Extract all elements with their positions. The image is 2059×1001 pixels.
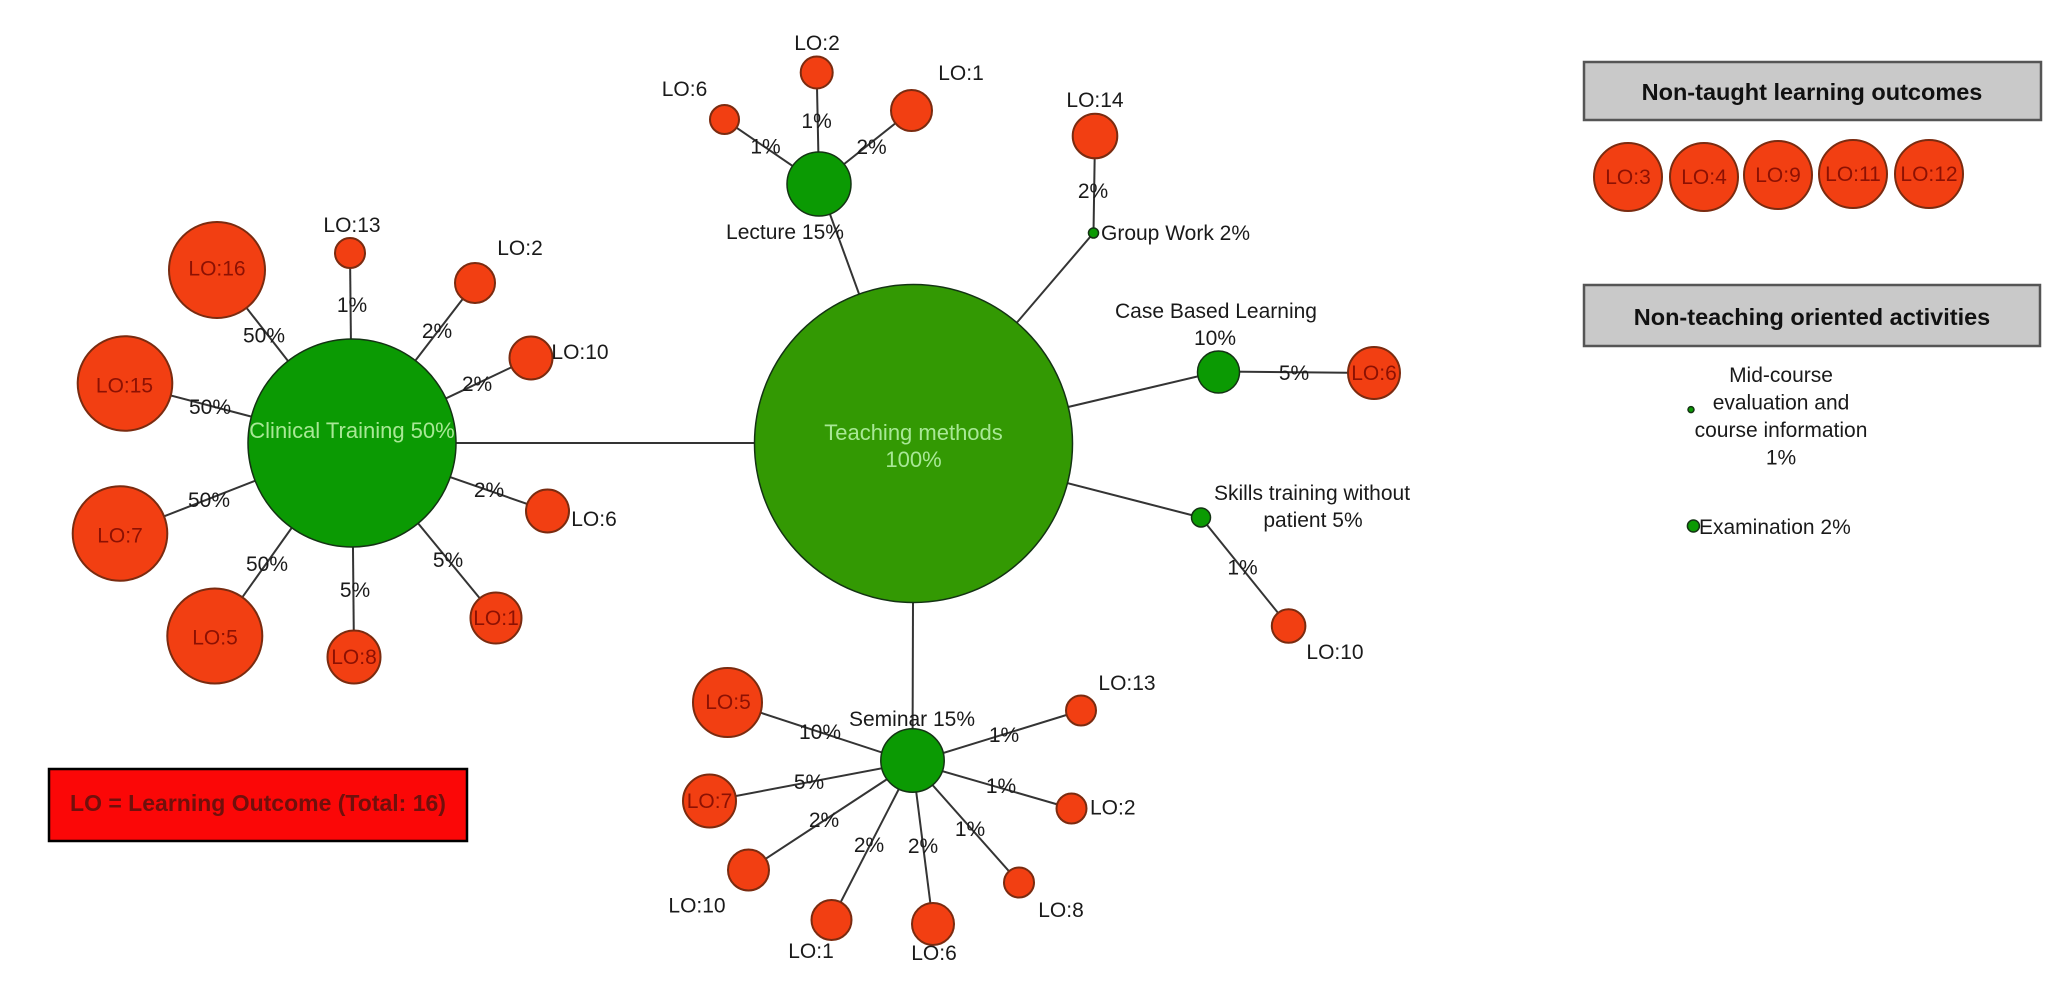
svg-text:1%: 1% <box>801 110 831 133</box>
svg-text:LO:1: LO:1 <box>788 940 834 963</box>
svg-text:5%: 5% <box>340 579 370 602</box>
svg-text:LO:1: LO:1 <box>473 607 519 630</box>
svg-text:1%: 1% <box>337 294 367 317</box>
svg-text:LO:4: LO:4 <box>1681 166 1727 189</box>
svg-text:LO:8: LO:8 <box>331 646 377 669</box>
svg-text:50%: 50% <box>243 325 285 348</box>
svg-text:LO:2: LO:2 <box>1090 797 1136 820</box>
svg-text:course information: course information <box>1695 419 1868 442</box>
svg-text:5%: 5% <box>433 549 463 572</box>
svg-text:LO:2: LO:2 <box>794 32 840 55</box>
svg-text:LO:1: LO:1 <box>938 62 984 85</box>
svg-text:LO:6: LO:6 <box>911 942 957 965</box>
svg-text:1%: 1% <box>986 775 1016 798</box>
svg-text:10%: 10% <box>799 721 841 744</box>
svg-text:Non-taught learning outcomes: Non-taught learning outcomes <box>1642 79 1983 105</box>
svg-text:LO:10: LO:10 <box>551 341 608 364</box>
svg-text:2%: 2% <box>854 834 884 857</box>
svg-text:1%: 1% <box>750 136 780 159</box>
svg-text:Case Based Learning: Case Based Learning <box>1115 300 1317 323</box>
svg-text:5%: 5% <box>794 771 824 794</box>
svg-text:Examination 2%: Examination 2% <box>1699 516 1851 539</box>
svg-text:50%: 50% <box>189 396 231 419</box>
svg-text:evaluation and: evaluation and <box>1713 392 1850 415</box>
svg-text:50%: 50% <box>188 489 230 512</box>
svg-text:LO:7: LO:7 <box>97 525 143 548</box>
svg-text:2%: 2% <box>462 373 492 396</box>
svg-text:2%: 2% <box>1078 180 1108 203</box>
svg-text:LO:9: LO:9 <box>1755 164 1801 187</box>
svg-text:Mid-course: Mid-course <box>1729 364 1833 387</box>
svg-text:1%: 1% <box>1766 447 1796 470</box>
svg-text:LO:10: LO:10 <box>668 895 725 918</box>
svg-text:Clinical Training 50%: Clinical Training 50% <box>249 418 454 443</box>
svg-text:2%: 2% <box>474 479 504 502</box>
svg-text:LO:6: LO:6 <box>1351 362 1397 385</box>
svg-text:LO:5: LO:5 <box>705 691 751 714</box>
svg-text:LO:14: LO:14 <box>1066 89 1124 112</box>
svg-text:LO:6: LO:6 <box>662 78 708 101</box>
svg-text:LO:7: LO:7 <box>687 790 733 813</box>
svg-text:Seminar 15%: Seminar 15% <box>849 708 975 731</box>
svg-text:5%: 5% <box>1279 362 1309 385</box>
svg-text:LO:6: LO:6 <box>571 508 617 531</box>
svg-text:1%: 1% <box>955 818 985 841</box>
svg-text:LO:8: LO:8 <box>1038 899 1084 922</box>
svg-text:LO:3: LO:3 <box>1605 166 1651 189</box>
svg-text:100%: 100% <box>885 447 941 472</box>
svg-text:1%: 1% <box>989 724 1019 747</box>
svg-text:LO:12: LO:12 <box>1900 163 1957 186</box>
svg-text:2%: 2% <box>908 835 938 858</box>
svg-text:1%: 1% <box>1227 557 1257 580</box>
svg-text:LO:5: LO:5 <box>192 627 238 650</box>
svg-text:LO:16: LO:16 <box>188 258 245 281</box>
svg-text:LO:15: LO:15 <box>96 375 153 398</box>
svg-text:LO:11: LO:11 <box>1825 163 1881 186</box>
svg-text:LO:2: LO:2 <box>497 237 543 260</box>
svg-text:10%: 10% <box>1194 327 1236 350</box>
svg-text:Teaching methods: Teaching methods <box>824 420 1003 445</box>
svg-text:50%: 50% <box>246 553 288 576</box>
svg-text:2%: 2% <box>809 809 839 832</box>
svg-text:Non-teaching oriented activiti: Non-teaching oriented activities <box>1634 304 1990 330</box>
svg-text:LO = Learning Outcome (Total:: LO = Learning Outcome (Total: 16) <box>70 790 446 816</box>
svg-text:LO:13: LO:13 <box>323 214 380 237</box>
svg-text:Group Work 2%: Group Work 2% <box>1101 222 1250 245</box>
svg-text:2%: 2% <box>856 136 886 159</box>
svg-text:LO:13: LO:13 <box>1098 672 1155 695</box>
svg-text:2%: 2% <box>422 320 452 343</box>
svg-text:Lecture 15%: Lecture 15% <box>726 221 844 244</box>
svg-text:patient 5%: patient 5% <box>1263 509 1362 532</box>
svg-text:LO:10: LO:10 <box>1306 641 1363 664</box>
svg-text:Skills training without: Skills training without <box>1214 482 1410 505</box>
